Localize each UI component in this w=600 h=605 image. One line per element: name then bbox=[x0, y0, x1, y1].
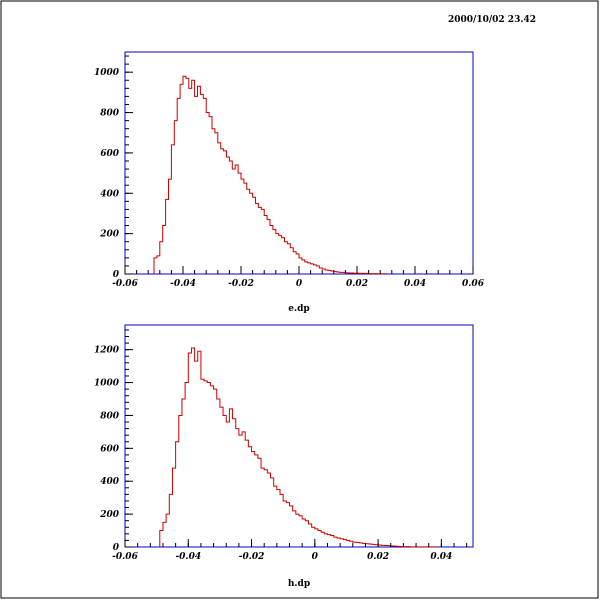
histogram-series-bottom bbox=[159, 347, 439, 548]
xlabel-bottom: h.dp bbox=[288, 579, 310, 589]
x-tick-label-top: 0.04 bbox=[404, 279, 426, 289]
x-tick-label-bottom: -0.02 bbox=[239, 552, 265, 562]
x-tick-label-top: 0 bbox=[296, 279, 303, 289]
y-tick-label-bottom: 1000 bbox=[94, 379, 120, 389]
y-tick-label-top: 600 bbox=[100, 149, 120, 159]
y-tick-label-bottom: 200 bbox=[99, 510, 120, 520]
y-tick-label-bottom: 400 bbox=[100, 477, 120, 487]
histogram-series-top bbox=[153, 75, 387, 275]
x-tick-label-top: 0.06 bbox=[462, 279, 485, 289]
y-tick-label-top: 0 bbox=[113, 270, 120, 280]
plot-frame-bottom bbox=[124, 324, 474, 548]
y-tick-label-bottom: 800 bbox=[100, 411, 120, 421]
y-tick-label-bottom: 600 bbox=[100, 444, 120, 454]
x-tick-label-bottom: 0.02 bbox=[367, 552, 389, 562]
timestamp: 2000/10/02 23.42 bbox=[448, 15, 536, 25]
y-tick-label-top: 1000 bbox=[94, 68, 120, 78]
x-tick-label-bottom: -0.06 bbox=[112, 552, 138, 562]
y-tick-label-bottom: 1200 bbox=[94, 346, 120, 356]
x-tick-label-top: -0.02 bbox=[228, 279, 254, 289]
x-tick-label-bottom: -0.04 bbox=[175, 552, 201, 562]
x-tick-label-top: -0.06 bbox=[112, 279, 138, 289]
xlabel-top: e.dp bbox=[288, 304, 309, 314]
y-tick-label-top: 400 bbox=[100, 189, 120, 199]
plot-frame-top bbox=[124, 51, 474, 275]
x-tick-label-bottom: 0.04 bbox=[430, 552, 452, 562]
x-tick-label-top: 0.02 bbox=[346, 279, 368, 289]
y-tick-label-top: 200 bbox=[99, 230, 120, 240]
x-tick-label-top: -0.04 bbox=[170, 279, 196, 289]
y-tick-label-bottom: 0 bbox=[113, 543, 120, 553]
y-tick-label-top: 800 bbox=[100, 109, 120, 119]
x-tick-label-bottom: 0 bbox=[312, 552, 319, 562]
